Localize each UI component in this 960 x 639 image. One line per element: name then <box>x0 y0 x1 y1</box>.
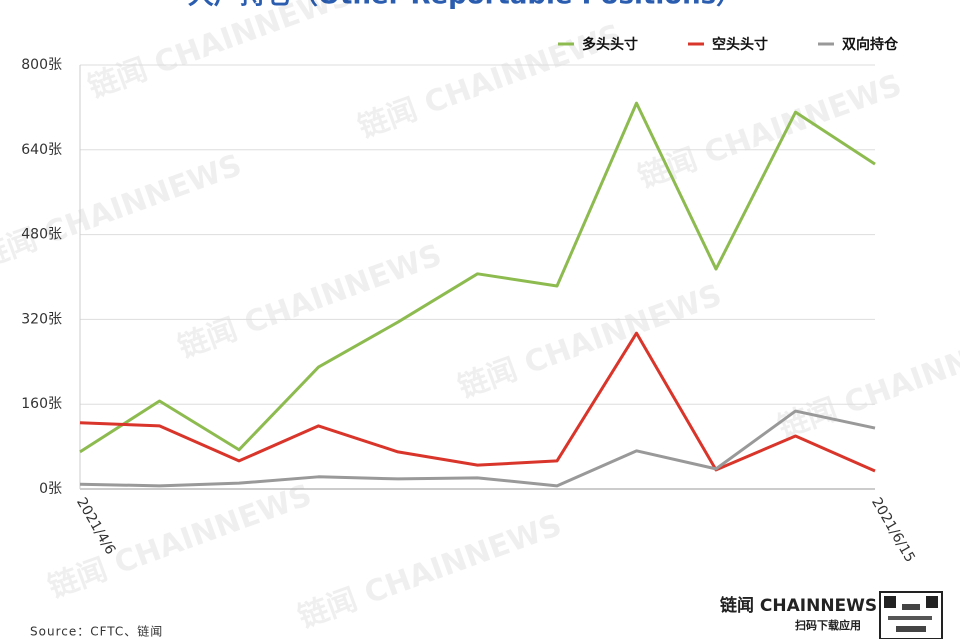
watermark: 链闻 CHAINNEWS <box>294 508 567 636</box>
y-tick-label: 0张 <box>39 481 62 497</box>
y-tick-label: 160张 <box>21 396 62 412</box>
watermark: 链闻 CHAINNEWS <box>454 278 727 406</box>
qr-code <box>879 591 943 639</box>
line <box>79 101 876 454</box>
brand: 链闻 CHAINNEWS <box>720 595 877 616</box>
legend-label: 多头头寸 <box>582 36 638 53</box>
line <box>79 331 876 473</box>
legend-label: 空头头寸 <box>712 36 768 53</box>
watermark: 链闻 CHAINNEWS <box>174 238 447 366</box>
watermark: 链闻 CHAINNEWS <box>0 148 246 276</box>
source: Source：CFTC、链闻 <box>30 624 163 639</box>
watermark: 链闻 CHAINNEWS <box>634 68 907 196</box>
x-tick-label: 2021/6/15 <box>868 495 918 565</box>
x-tick-label: 2021/4/6 <box>73 495 118 558</box>
y-tick-label: 640张 <box>21 142 62 158</box>
y-tick-label: 480张 <box>21 227 62 243</box>
y-tick-label: 320张 <box>21 311 62 327</box>
y-tick-label: 800张 <box>21 57 62 73</box>
line <box>79 409 876 488</box>
watermark: 链闻 CHAINNEWS <box>84 0 357 106</box>
chart-title: 大户持仓（Other Reportable Positions） <box>188 0 742 11</box>
brand-sub: 扫码下载应用 <box>795 618 861 632</box>
legend-label: 双向持仓 <box>842 36 899 53</box>
